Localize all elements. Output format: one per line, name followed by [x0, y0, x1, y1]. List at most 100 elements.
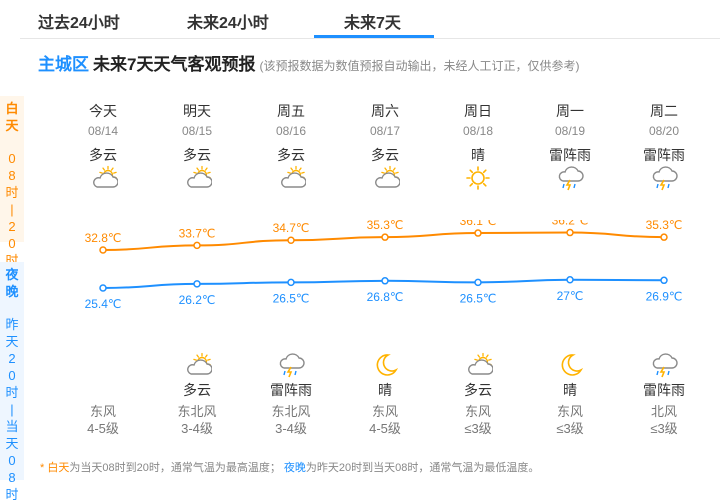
day-date: 08/19: [554, 124, 586, 138]
day-date: 08/16: [275, 124, 307, 138]
wind-info: 北风 ≤3级: [624, 403, 704, 437]
wind-level: ≤3级: [650, 421, 678, 436]
thunderstorm-icon: [624, 165, 704, 191]
thunderstorm-icon: [530, 165, 610, 191]
high-temp-label: 32.8℃: [85, 231, 122, 245]
wind-level: ≤3级: [556, 421, 584, 436]
high-temp-label: 36.2℃: [552, 220, 589, 228]
night-weather: 晴: [378, 382, 392, 398]
day-weekday: 明天: [183, 103, 211, 119]
day-weather: 雷阵雨: [643, 147, 685, 163]
night-title: 夜晚: [5, 267, 19, 299]
high-temp-point: [99, 246, 107, 254]
wind-level: ≤3级: [464, 421, 492, 436]
night-weather: 雷阵雨: [270, 382, 312, 398]
active-tab-indicator: [314, 35, 434, 38]
high-temp-point: [660, 233, 668, 241]
wind-direction: 北风: [650, 404, 677, 419]
temperature-chart: 32.8℃ 33.7℃ 34.7℃ 35.3℃ 36.1℃ 36.2℃ 35.3℃ 25.4℃…: [85, 220, 683, 311]
night-weather: 多云: [183, 382, 211, 398]
wind-info: 东风 ≤3级: [530, 403, 610, 437]
wind-level: 4-5级: [369, 421, 401, 436]
daytime-title: 白天: [5, 101, 19, 133]
forecast-tabs: 过去24小时 未来24小时 未来7天: [0, 0, 720, 40]
wind-direction: 东北风: [271, 404, 311, 419]
thunderstorm-icon: [624, 352, 704, 378]
day-date: 08/15: [181, 124, 213, 138]
high-temp-label: 33.7℃: [179, 226, 216, 240]
page-title: 未来7天天气客观预报: [93, 55, 256, 74]
low-temp-point: [474, 278, 482, 287]
high-temp-point: [193, 241, 201, 250]
tabs-divider: [20, 38, 720, 39]
day-weekday: 周二: [650, 103, 678, 119]
high-temp-point: [287, 236, 295, 244]
wind-direction: 东风: [556, 404, 583, 419]
day-weekday: 周日: [464, 103, 492, 119]
low-temp-label: 26.9℃: [646, 289, 683, 303]
disclaimer-note: (该预报数据为数值预报自动输出，未经人工订正，仅供参考): [259, 59, 580, 73]
city-name: 主城区: [38, 55, 89, 74]
page-heading: 主城区 未来7天天气客观预报 (该预报数据为数值预报自动输出，未经人工订正，仅供参考…: [38, 50, 579, 75]
partly-cloudy-icon: [438, 352, 518, 376]
low-temp-point: [381, 277, 389, 285]
wind-info: 东风 4-5级: [63, 403, 143, 437]
low-temp-label: 26.5℃: [460, 291, 497, 305]
footnote-star: *: [40, 462, 45, 474]
wind-info: 东风 ≤3级: [438, 403, 518, 437]
day-weather: 多云: [371, 147, 399, 163]
day-date: 08/18: [462, 124, 494, 138]
day-weather: 雷阵雨: [549, 147, 591, 163]
wind-level: 3-4级: [275, 421, 307, 436]
day-weather: 多云: [277, 147, 305, 163]
partly-cloudy-icon: [251, 165, 331, 189]
partly-cloudy-icon: [63, 165, 143, 189]
footnote-night-text: 为昨天20时到当天08时，通常气温为最低温度。: [305, 462, 540, 474]
tab-past-24h[interactable]: 过去24小时: [38, 15, 120, 32]
moon-icon: [530, 352, 610, 376]
low-temp-label: 26.2℃: [179, 293, 216, 307]
high-temp-point: [381, 233, 389, 241]
low-temp-point: [660, 276, 668, 285]
wind-info: 东风 4-5级: [345, 403, 425, 437]
low-temp-label: 27℃: [557, 289, 584, 303]
day-date: 08/20: [648, 124, 680, 138]
low-temp-label: 26.8℃: [367, 290, 404, 304]
sun-icon: [438, 165, 518, 190]
night-weather: 雷阵雨: [643, 382, 685, 398]
wind-direction: 东风: [464, 404, 491, 419]
high-temp-label: 34.7℃: [273, 221, 310, 235]
day-weekday: 周一: [556, 103, 584, 119]
high-temp-label: 35.3℃: [367, 220, 404, 232]
night-weather: 晴: [563, 382, 577, 398]
moon-icon: [345, 352, 425, 376]
partly-cloudy-icon: [345, 165, 425, 189]
low-temp-point: [287, 278, 295, 287]
high-temp-point: [474, 229, 482, 237]
day-weekday: 周五: [277, 103, 305, 119]
footnote: * 白天为当天08时到20时，通常气温为最高温度； 夜晚为昨天20时到当天08时…: [40, 459, 539, 475]
day-weather: 多云: [183, 147, 211, 163]
wind-level: 4-5级: [87, 421, 119, 436]
night-weather: 多云: [464, 382, 492, 398]
low-temp-label: 25.4℃: [85, 297, 122, 311]
tab-next-7days[interactable]: 未来7天: [344, 15, 401, 32]
wind-info: 东北风 3-4级: [251, 403, 331, 437]
high-temp-point: [566, 228, 574, 237]
footnote-day-term: 白天: [47, 462, 70, 474]
wind-direction: 东风: [89, 404, 116, 419]
wind-direction: 东北风: [177, 404, 217, 419]
footnote-night-term: 夜晚: [283, 462, 306, 474]
low-temp-label: 26.5℃: [273, 291, 310, 305]
day-weather: 多云: [89, 147, 117, 163]
high-temp-label: 36.1℃: [460, 220, 497, 228]
night-side-label: 夜晚 昨天 2 0 时 | 当天 0 8 时: [0, 262, 24, 502]
low-temp-point: [193, 280, 201, 288]
tab-next-24h[interactable]: 未来24小时: [187, 15, 269, 32]
partly-cloudy-icon: [157, 352, 237, 376]
footnote-day-text: 为当天08时到20时，通常气温为最高温度；: [69, 462, 281, 474]
night-range: 昨天 2 0 时 | 当天 0 8 时: [5, 317, 19, 502]
low-temp-point: [99, 284, 107, 292]
wind-info: 东北风 3-4级: [157, 403, 237, 437]
day-weather: 晴: [471, 147, 485, 163]
